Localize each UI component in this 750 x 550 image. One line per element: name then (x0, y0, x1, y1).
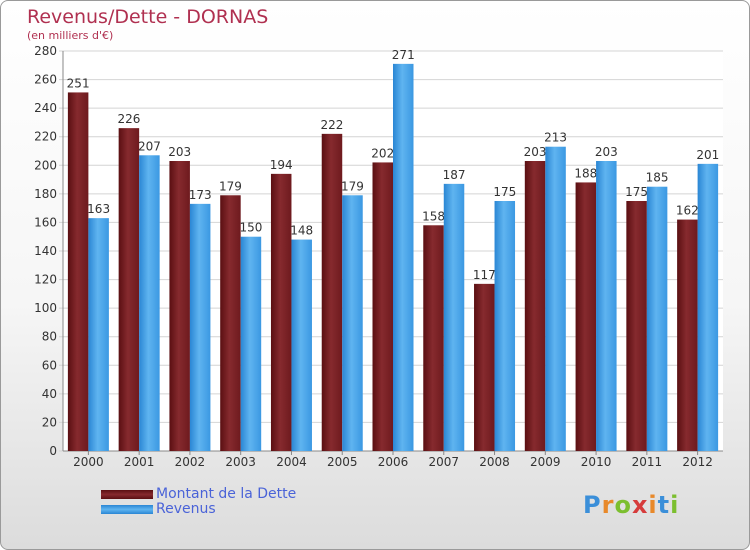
chart-subtitle: (en milliers d'€) (27, 29, 114, 42)
bar-dette (524, 161, 546, 451)
bar-revenus (596, 161, 617, 451)
legend-label-revenus: Revenus (156, 501, 216, 517)
bar-revenus (139, 155, 160, 452)
bar-dette (270, 173, 292, 451)
bar-revenus (240, 236, 262, 451)
bar-revenus (291, 239, 312, 451)
bar-dette (474, 283, 495, 451)
y-tick-label: 140 (34, 244, 57, 258)
bar-dette (169, 161, 190, 451)
bar-dette (575, 182, 597, 451)
x-tick-label: 2002 (175, 455, 206, 469)
bar-dette (677, 219, 698, 451)
data-label-dette: 226 (117, 112, 140, 126)
y-tick-label: 40 (42, 387, 57, 401)
data-label-revenus: 148 (290, 224, 313, 238)
bar-dette (372, 162, 393, 451)
x-tick-label: 2004 (276, 455, 307, 469)
data-label-dette: 117 (473, 268, 496, 282)
x-tick-label: 2005 (327, 455, 358, 469)
logo-letter: i (648, 491, 658, 519)
bar-dette (626, 201, 647, 451)
x-tick-label: 2000 (73, 455, 104, 469)
data-label-dette: 188 (574, 166, 597, 180)
chart-title: Revenus/Dette - DORNAS (27, 6, 269, 28)
bar-revenus (443, 183, 465, 451)
data-label-dette: 203 (524, 145, 547, 159)
y-tick-label: 120 (34, 273, 57, 287)
legend-swatch-revenus (101, 505, 153, 514)
legend-label-dette: Montant de la Dette (156, 486, 297, 502)
y-tick-label: 200 (34, 158, 57, 172)
y-tick-label: 80 (42, 330, 57, 344)
logo-letter: r (601, 491, 615, 519)
logo-letter: P (583, 491, 602, 519)
bar-revenus (697, 163, 719, 451)
legend-swatch-dette (101, 490, 153, 499)
data-label-dette: 162 (676, 204, 699, 218)
bar-revenus (646, 186, 668, 451)
y-tick-label: 240 (34, 101, 57, 115)
y-tick-label: 100 (34, 301, 57, 315)
logo-letter: o (614, 491, 632, 519)
bar-dette (423, 225, 444, 451)
data-label-revenus: 187 (443, 168, 466, 182)
bar-revenus (189, 203, 211, 451)
proxiti-logo: Proxiti (583, 491, 679, 519)
data-label-dette: 222 (321, 118, 344, 132)
logo-letter: t (657, 491, 671, 519)
data-label-revenus: 173 (189, 188, 212, 202)
data-label-revenus: 207 (138, 139, 161, 153)
data-label-dette: 179 (219, 179, 242, 193)
y-tick-label: 0 (49, 444, 57, 458)
data-label-dette: 203 (168, 145, 191, 159)
bar-dette (118, 128, 140, 451)
y-tick-label: 280 (34, 44, 57, 58)
x-tick-label: 2006 (378, 455, 409, 469)
bar-revenus (393, 63, 414, 451)
data-label-revenus: 185 (646, 171, 669, 185)
y-tick-label: 60 (42, 358, 57, 372)
y-tick-label: 180 (34, 187, 57, 201)
logo-letter: i (670, 491, 680, 519)
x-tick-label: 2003 (225, 455, 256, 469)
data-label-revenus: 201 (696, 148, 719, 162)
x-tick-label: 2001 (124, 455, 155, 469)
data-label-revenus: 203 (595, 145, 618, 159)
bar-dette (67, 92, 89, 451)
data-label-dette: 158 (422, 209, 445, 223)
bar-dette (220, 195, 241, 451)
logo-letter: x (631, 491, 649, 519)
data-label-revenus: 271 (392, 48, 415, 62)
x-tick-label: 2012 (682, 455, 713, 469)
y-tick-label: 160 (34, 215, 57, 229)
data-label-revenus: 213 (544, 131, 567, 145)
bar-revenus (88, 218, 109, 451)
data-label-revenus: 150 (239, 221, 262, 235)
data-label-dette: 202 (371, 146, 394, 160)
y-tick-label: 260 (34, 73, 57, 87)
y-tick-label: 20 (42, 415, 57, 429)
x-tick-label: 2011 (632, 455, 663, 469)
bar-dette (321, 133, 343, 451)
data-label-revenus: 163 (87, 202, 110, 216)
x-tick-label: 2010 (581, 455, 612, 469)
y-tick-label: 220 (34, 130, 57, 144)
data-label-dette: 251 (67, 76, 90, 90)
x-tick-label: 2008 (479, 455, 510, 469)
data-label-revenus: 175 (493, 185, 516, 199)
data-label-revenus: 179 (341, 179, 364, 193)
data-label-dette: 194 (270, 158, 293, 172)
x-tick-label: 2007 (428, 455, 459, 469)
x-tick-label: 2009 (530, 455, 561, 469)
data-label-dette: 175 (625, 185, 648, 199)
bar-revenus (545, 146, 566, 451)
bar-revenus (342, 195, 363, 451)
bar-revenus (494, 201, 516, 451)
